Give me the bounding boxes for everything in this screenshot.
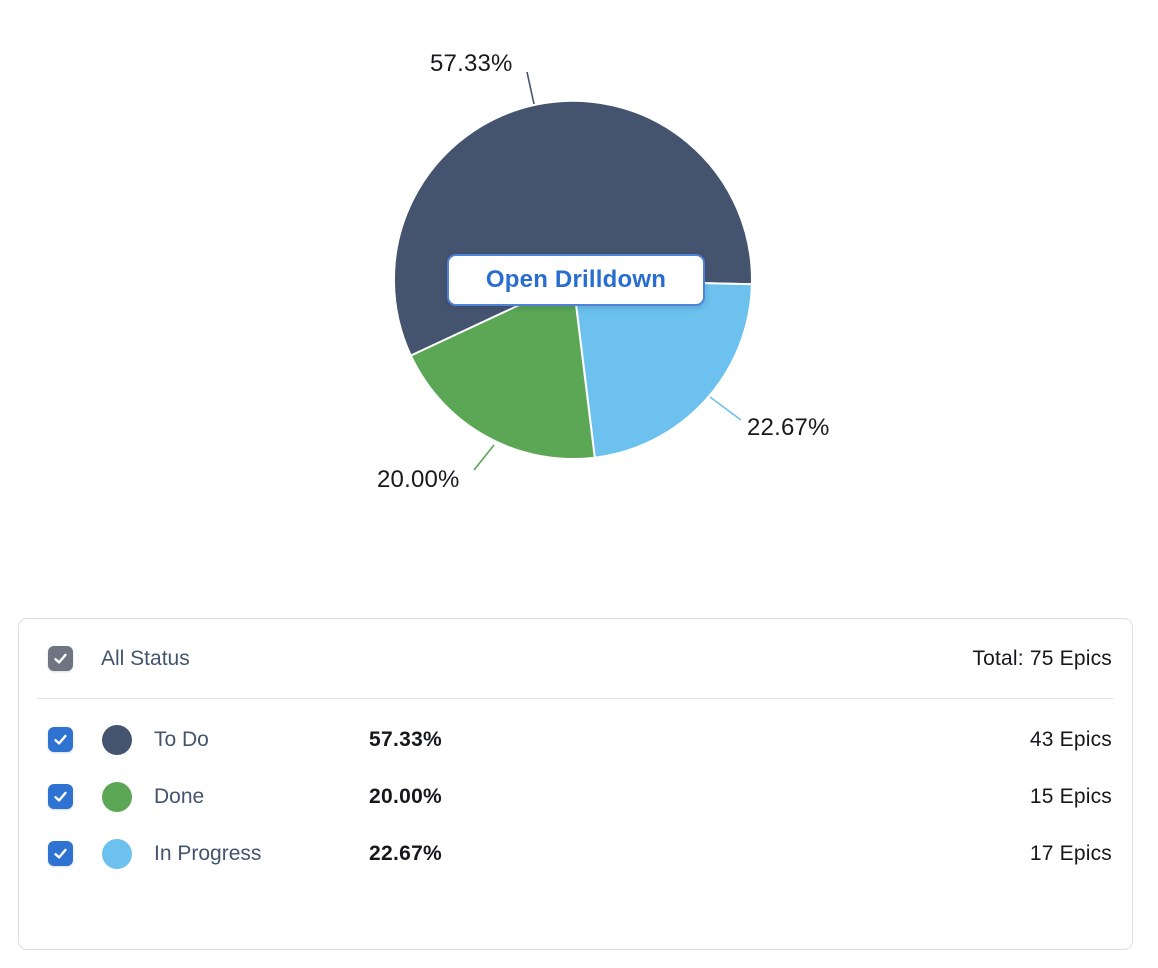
- label-line-to-do: [526, 71, 535, 105]
- done-checkbox[interactable]: [48, 784, 73, 809]
- checkmark-icon: [54, 848, 67, 859]
- label-line-in-progress: [709, 396, 742, 421]
- checkmark-icon: [54, 653, 67, 664]
- pie-slice-done[interactable]: [409, 279, 596, 461]
- status-legend-card: All Status Total: 75 Epics To Do 57.33% …: [18, 618, 1133, 950]
- pie-label-in-progress: 22.67%: [747, 414, 830, 441]
- legend-rows: To Do 57.33% 43 Epics Done 20.00% 15 Epi…: [19, 699, 1132, 882]
- done-percent: 20.00%: [369, 784, 443, 808]
- all-status-label: All Status: [101, 646, 190, 670]
- legend-row-done: Done 20.00% 15 Epics: [19, 768, 1132, 825]
- all-status-checkbox[interactable]: [48, 646, 73, 671]
- pie-slice-in-progress[interactable]: [572, 279, 753, 459]
- to-do-checkbox[interactable]: [48, 727, 73, 752]
- header-divider: [37, 698, 1114, 699]
- total-epics-value: Total: 75 Epics: [972, 646, 1112, 670]
- checkmark-icon: [54, 734, 67, 745]
- in-progress-color-dot: [102, 838, 132, 869]
- pie-chart: 57.33% 20.00% 22.67% Open Drilldown: [377, 50, 830, 493]
- pie-label-done: 20.00%: [377, 466, 460, 493]
- in-progress-label: In Progress: [154, 841, 262, 865]
- checkmark-icon: [54, 791, 67, 802]
- to-do-color-dot: [102, 724, 132, 755]
- done-color-dot: [102, 781, 132, 812]
- to-do-label: To Do: [154, 727, 209, 751]
- legend-header-row: All Status Total: 75 Epics: [19, 619, 1132, 698]
- done-label: Done: [154, 784, 205, 808]
- open-drilldown-button[interactable]: Open Drilldown: [447, 254, 705, 306]
- in-progress-percent: 22.67%: [369, 841, 443, 865]
- label-line-done: [473, 444, 495, 471]
- in-progress-checkbox[interactable]: [48, 841, 73, 866]
- legend-row-to-do: To Do 57.33% 43 Epics: [19, 711, 1132, 768]
- to-do-count: 43 Epics: [1029, 727, 1112, 751]
- done-count: 15 Epics: [1029, 784, 1112, 808]
- legend-row-in-progress: In Progress 22.67% 17 Epics: [19, 825, 1132, 882]
- pie-label-to-do: 57.33%: [430, 50, 513, 77]
- to-do-percent: 57.33%: [369, 727, 443, 751]
- in-progress-count: 17 Epics: [1029, 841, 1112, 865]
